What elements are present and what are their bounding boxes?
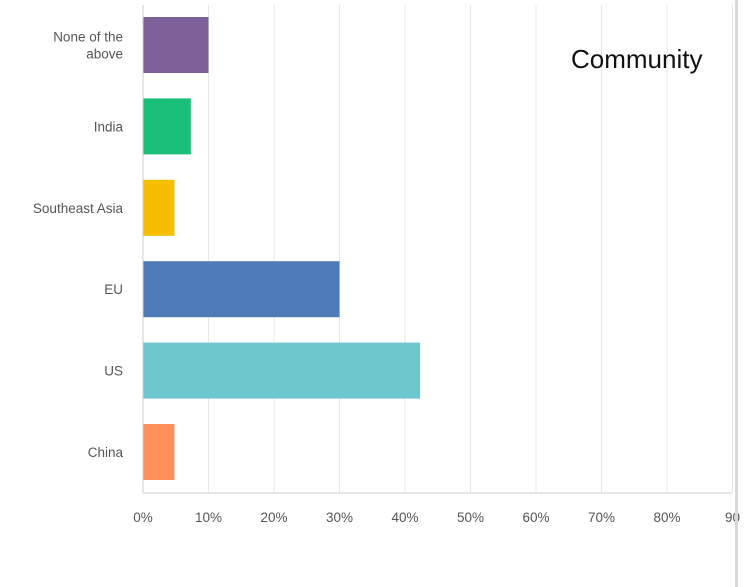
x-axis xyxy=(142,5,732,494)
x-tick-label: 60% xyxy=(522,510,549,525)
x-tick-label: 30% xyxy=(326,510,353,525)
bar xyxy=(143,424,175,480)
category-labels: None of the above India Southeast Asia EU US C… xyxy=(33,30,124,461)
overlay-title: Community xyxy=(571,44,703,74)
x-tick-label: 70% xyxy=(588,510,615,525)
bar xyxy=(143,261,340,318)
x-tick-label: 50% xyxy=(457,510,484,525)
gridlines xyxy=(208,5,733,493)
category-label: None of the xyxy=(53,30,123,45)
right-edge-divider xyxy=(735,0,738,587)
x-tick-labels: 0% 10% 20% 30% 40% 50% 60% 70% 80% 90 xyxy=(133,510,740,525)
x-tick-label: 20% xyxy=(260,510,287,525)
bar xyxy=(143,17,209,73)
x-tick-label: 0% xyxy=(133,510,153,525)
category-label: India xyxy=(94,119,124,134)
bar xyxy=(143,342,421,399)
category-label: Southeast Asia xyxy=(33,201,124,216)
bar xyxy=(143,179,175,236)
category-label: above xyxy=(86,47,123,62)
bar xyxy=(143,98,191,155)
category-label: EU xyxy=(104,282,123,297)
x-tick-label: 40% xyxy=(391,510,418,525)
x-tick-label: 10% xyxy=(195,510,222,525)
bars xyxy=(143,17,421,480)
x-tick-label: 80% xyxy=(653,510,680,525)
category-label: US xyxy=(104,364,123,379)
category-label: China xyxy=(88,445,124,460)
